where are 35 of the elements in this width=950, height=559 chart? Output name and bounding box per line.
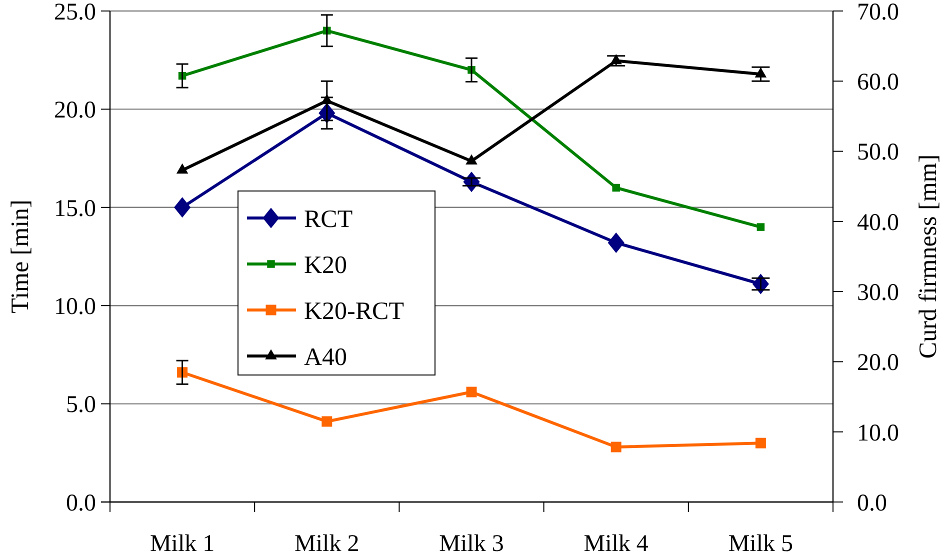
y2-tick-label: 40.0	[857, 210, 899, 236]
legend-label: RCT	[304, 206, 353, 233]
y2-tick-label: 10.0	[857, 420, 899, 446]
point	[610, 442, 622, 452]
y2-axis-title: Curd firmness [mm]	[915, 154, 942, 359]
y-axis-title: Time [min]	[7, 200, 34, 314]
y-tick-label: 25.0	[54, 0, 96, 26]
y-tick-label: 5.0	[66, 392, 96, 418]
x-tick-label: Milk 2	[294, 531, 360, 557]
y2-tick-label: 70.0	[857, 0, 899, 26]
point	[612, 184, 620, 192]
x-tick-label: Milk 4	[584, 531, 648, 557]
x-tick-label: Milk 3	[439, 531, 504, 557]
point	[756, 223, 765, 231]
point	[176, 163, 188, 174]
point	[466, 154, 478, 165]
point	[174, 197, 191, 218]
y-tick-label: 0.0	[66, 490, 96, 516]
y-tick-label: 20.0	[54, 98, 96, 124]
y-tick-label: 15.0	[54, 196, 96, 222]
y2-tick-label: 30.0	[857, 280, 899, 306]
legend-label: K20-RCT	[304, 298, 404, 325]
x-tick-label: Milk 5	[728, 531, 794, 557]
point	[755, 438, 766, 448]
point	[608, 232, 624, 253]
y2-tick-label: 0.0	[857, 490, 887, 516]
x-tick-label: Milk 1	[150, 531, 215, 557]
point	[322, 416, 332, 427]
y2-tick-label: 50.0	[857, 140, 899, 166]
point	[466, 386, 477, 398]
y2-tick-label: 20.0	[857, 350, 899, 376]
y2-tick-label: 60.0	[857, 70, 899, 96]
legend-label: A40	[304, 344, 348, 371]
legend-label: K20	[304, 252, 348, 279]
y-tick-label: 10.0	[54, 294, 96, 320]
